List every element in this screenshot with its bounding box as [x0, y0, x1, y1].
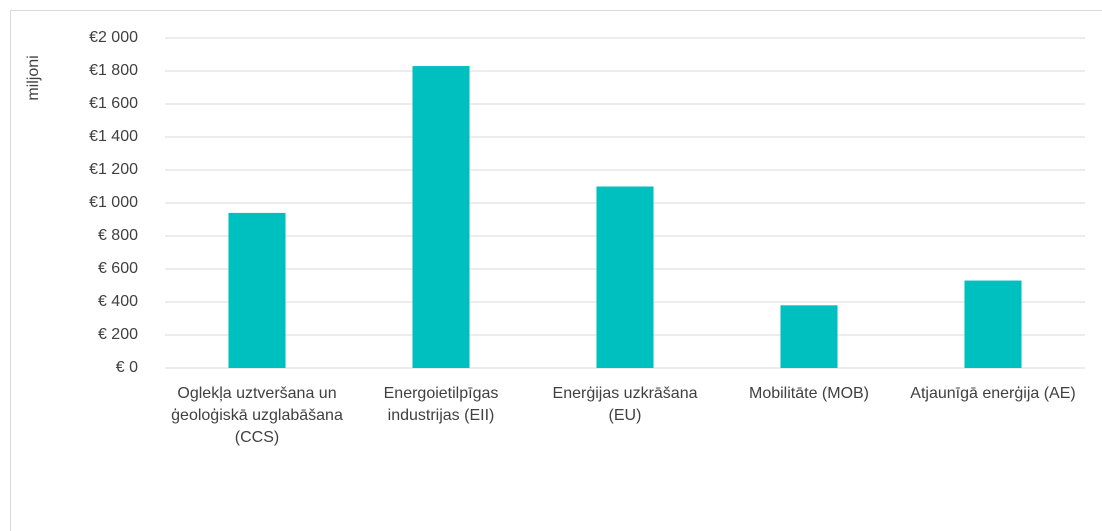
frame	[10, 10, 1102, 531]
y-tick-label: €1 400	[89, 128, 138, 145]
bar	[964, 280, 1022, 368]
y-tick-label: € 400	[98, 293, 138, 310]
y-tick-label: €1 200	[89, 161, 138, 178]
x-tick-label: Oglekļa uztveršana un ģeoloģiskā uzglabā…	[171, 385, 343, 446]
bar	[412, 66, 470, 369]
y-tick-label: € 0	[116, 359, 138, 376]
y-tick-label: € 600	[98, 260, 138, 277]
bar	[780, 305, 838, 368]
bar	[596, 186, 654, 368]
x-tick-label: Enerģijas uzkrāšana (EU)	[552, 385, 698, 424]
bar	[228, 212, 286, 368]
x-tick-label: Energoietilpīgas industrijas (EII)	[383, 385, 499, 424]
y-tick-label: €1 600	[89, 95, 138, 112]
x-tick-label: Mobilitāte (MOB)	[748, 385, 870, 402]
y-axis-title: miljoni	[25, 55, 42, 100]
y-tick-label: €1 800	[89, 62, 138, 79]
y-tick-label: € 200	[98, 326, 138, 343]
y-tick-label: €1 000	[89, 194, 138, 211]
y-tick-label: € 800	[98, 227, 138, 244]
y-tick-label: €2 000	[89, 29, 138, 46]
x-tick-label: Atjaunīgā enerģija (AE)	[910, 385, 1076, 402]
